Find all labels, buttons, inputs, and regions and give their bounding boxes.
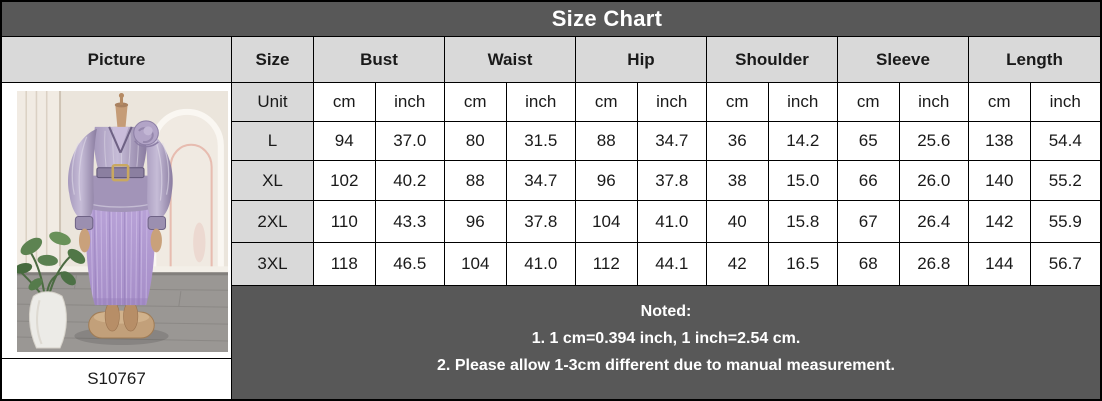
size-table: Size Bust Waist Hip Shoulder Sleeve Leng… <box>232 37 1100 399</box>
value-cell: 37.8 <box>638 161 707 200</box>
header-cell-shoulder: Shoulder <box>707 37 838 82</box>
header-cell-hip: Hip <box>576 37 707 82</box>
product-code: S10767 <box>2 358 231 399</box>
table-body: Picture <box>2 37 1100 399</box>
value-cell: 38 <box>707 161 769 200</box>
value-cell: 144 <box>969 243 1031 285</box>
value-cell: 15.8 <box>769 201 838 242</box>
value-cell: 56.7 <box>1048 254 1082 273</box>
unit-label-cell: Unit <box>232 83 314 121</box>
unit-cell: inch <box>376 83 445 121</box>
header-cell-waist: Waist <box>445 37 576 82</box>
value-cell: 104 <box>576 201 638 242</box>
value-cell: 34.7 <box>638 122 707 160</box>
value-cell: 55.9 <box>1048 211 1082 231</box>
value-cell: 14.2 <box>769 122 838 160</box>
value-cell: 118 <box>314 243 376 285</box>
value-cell: 26.4 <box>900 201 969 242</box>
plant-decor <box>17 231 86 349</box>
value-cell: 140 <box>969 161 1031 200</box>
table-row-l: L 94 37.0 80 31.5 88 34.7 36 14.2 65 25.… <box>232 122 1100 161</box>
header-cell-picture: Picture <box>2 37 231 83</box>
table-row-2xl: 2XL 110 43.3 96 37.8 104 41.0 40 15.8 67… <box>232 201 1100 243</box>
unit-cell: cm <box>707 83 769 121</box>
value-cell: 37.8 <box>507 201 576 242</box>
value-cell: 104 <box>445 243 507 285</box>
value-cell: 41.0 <box>507 243 576 285</box>
value-cell: 41.0 <box>638 201 707 242</box>
unit-cell: inch <box>900 83 969 121</box>
notes-panel: Noted: 1. 1 cm=0.394 inch, 1 inch=2.54 c… <box>232 286 1100 399</box>
value-cell: 88 <box>576 122 638 160</box>
value-cell: 96 <box>445 201 507 242</box>
value-cell: 66 <box>838 161 900 200</box>
shoulder-flower <box>133 120 159 148</box>
value-cell: 37.0 <box>376 122 445 160</box>
value-cell: 88 <box>445 161 507 200</box>
value-cell: 26.0 <box>900 161 969 200</box>
value-cell: 42 <box>707 243 769 285</box>
value-cell: 94 <box>314 122 376 160</box>
product-photo <box>2 83 231 358</box>
size-cell: L <box>232 122 314 160</box>
value-cell: 65 <box>838 122 900 160</box>
table-row-xl: XL 102 40.2 88 34.7 96 37.8 38 15.0 66 2… <box>232 161 1100 201</box>
dress-photo-illustration <box>17 91 228 352</box>
size-cell: XL <box>232 161 314 200</box>
page-title: Size Chart <box>551 6 663 31</box>
value-cell: 16.5 <box>769 243 838 285</box>
size-cell: 3XL <box>232 243 314 285</box>
value-cell: 40.2 <box>376 161 445 200</box>
unit-cell: inch <box>638 83 707 121</box>
header-cell-bust: Bust <box>314 37 445 82</box>
table-row-3xl: 3XL 118 46.5 104 41.0 112 44.1 42 16.5 6… <box>232 243 1100 286</box>
unit-cell: cm <box>576 83 638 121</box>
unit-cell: cm <box>969 83 1031 121</box>
value-cell: 96 <box>576 161 638 200</box>
value-cell: 102 <box>314 161 376 200</box>
value-cell: 54.4 <box>1048 131 1082 150</box>
value-cell: 26.8 <box>900 243 969 285</box>
unit-cell: inch <box>1049 92 1081 111</box>
note-line-2: 2. Please allow 1-3cm different due to m… <box>437 356 895 374</box>
note-line-1: 1. 1 cm=0.394 inch, 1 inch=2.54 cm. <box>531 329 801 347</box>
value-cell: 31.5 <box>507 122 576 160</box>
unit-cell: cm <box>445 83 507 121</box>
header-cell-size: Size <box>232 37 314 82</box>
picture-column: Picture <box>2 37 232 399</box>
unit-cell: inch <box>769 83 838 121</box>
unit-cell: cm <box>838 83 900 121</box>
header-cell-sleeve: Sleeve <box>838 37 969 82</box>
value-cell: 68 <box>838 243 900 285</box>
value-cell: 142 <box>969 201 1031 242</box>
value-cell: 43.3 <box>376 201 445 242</box>
value-cell: 44.1 <box>638 243 707 285</box>
size-cell: 2XL <box>232 201 314 242</box>
header-row: Size Bust Waist Hip Shoulder Sleeve Leng… <box>232 37 1100 83</box>
mannequin <box>68 92 173 346</box>
notes-heading: Noted: <box>640 302 692 320</box>
value-cell: 80 <box>445 122 507 160</box>
value-cell: 46.5 <box>376 243 445 285</box>
value-cell: 15.0 <box>769 161 838 200</box>
value-cell: 110 <box>314 201 376 242</box>
header-cell-length: Length <box>969 37 1100 82</box>
arch-decor <box>150 109 224 276</box>
value-cell: 55.2 <box>1048 170 1082 190</box>
value-cell: 112 <box>576 243 638 285</box>
value-cell: 34.7 <box>507 161 576 200</box>
unit-cell: cm <box>314 83 376 121</box>
unit-row: Unit cm inch cm inch cm inch cm inch cm … <box>232 83 1100 122</box>
value-cell: 138 <box>969 122 1031 160</box>
value-cell: 36 <box>707 122 769 160</box>
value-cell: 40 <box>707 201 769 242</box>
value-cell: 67 <box>838 201 900 242</box>
unit-cell: inch <box>507 83 576 121</box>
title-bar: Size Chart <box>2 2 1100 37</box>
value-cell: 25.6 <box>900 122 969 160</box>
